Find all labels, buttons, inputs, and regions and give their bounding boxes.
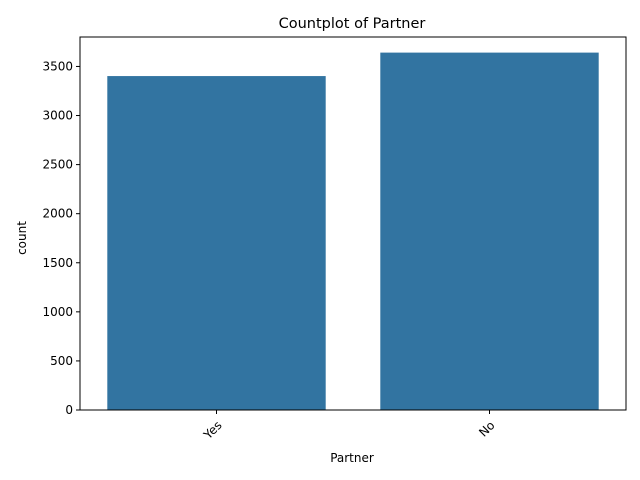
y-axis-ticks: 0 500 1000 1500 2000 2500 3000 3500 — [42, 59, 80, 417]
x-tick-label: Yes — [200, 418, 224, 442]
y-tick-label: 3500 — [42, 59, 73, 73]
y-tick-label: 0 — [65, 403, 73, 417]
y-axis-label: count — [15, 221, 29, 255]
y-tick-label: 2500 — [42, 158, 73, 172]
y-tick-label: 3000 — [42, 109, 73, 123]
x-tick-label: No — [476, 418, 497, 439]
bars-group — [107, 52, 599, 411]
x-axis-label: Partner — [330, 451, 374, 465]
axes-frame — [79, 36, 627, 411]
x-axis-ticks: Yes No — [200, 410, 498, 443]
bar-no — [380, 52, 599, 410]
y-tick-label: 1500 — [42, 256, 73, 270]
chart-title: Countplot of Partner — [279, 16, 426, 32]
y-tick-label: 2000 — [42, 207, 73, 221]
y-tick-label: 1000 — [42, 305, 73, 319]
y-tick-label: 500 — [50, 354, 73, 368]
bar-yes — [107, 76, 326, 411]
